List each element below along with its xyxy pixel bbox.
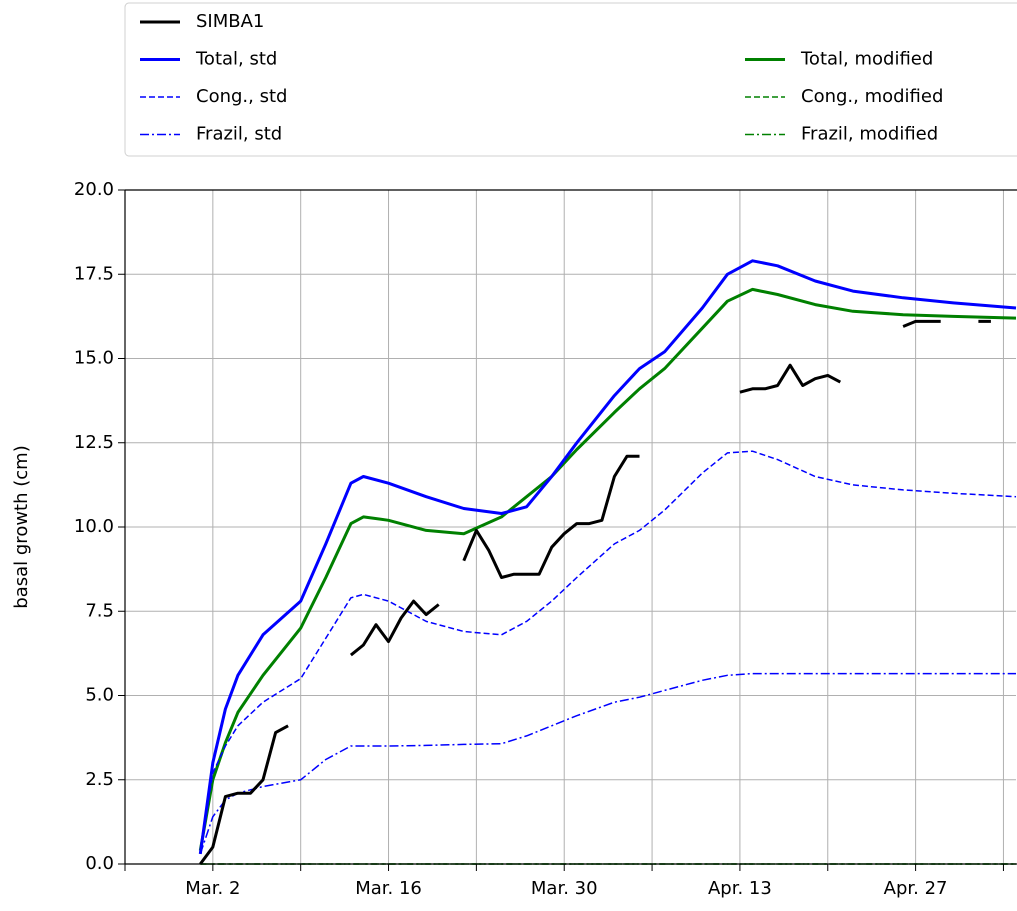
grid	[124, 189, 1016, 865]
plot-area	[198, 259, 1017, 865]
legend-label: Cong., std	[196, 86, 287, 107]
y-tick-label: 0.0	[85, 853, 114, 874]
x-tick-label: Mar. 30	[531, 878, 598, 899]
y-axis-label: basal growth (cm)	[11, 445, 32, 608]
legend-label: Total, modified	[800, 49, 933, 70]
x-tick-label: Mar. 2	[185, 878, 240, 899]
series-line	[199, 672, 1016, 855]
legend-label: Frazil, modified	[801, 124, 938, 145]
legend-label: Cong., modified	[801, 86, 943, 107]
series-line	[198, 259, 1017, 855]
y-tick-label: 10.0	[74, 516, 114, 537]
y-tick-label: 15.0	[74, 348, 114, 369]
series-line	[199, 450, 1017, 855]
legend-label: Frazil, std	[196, 124, 282, 145]
x-tick-label: Apr. 13	[708, 878, 772, 899]
y-tick-label: 2.5	[85, 769, 114, 790]
y-tick-label: 5.0	[85, 685, 114, 706]
legend-box	[124, 2, 1017, 157]
x-tick-label: Mar. 16	[355, 878, 422, 899]
x-tick-label: Apr. 27	[884, 878, 948, 899]
legend-label: Total, std	[195, 49, 277, 70]
series-line	[198, 287, 1017, 851]
y-tick-label: 20.0	[74, 179, 114, 200]
y-tick-label: 17.5	[74, 263, 114, 284]
axes	[118, 189, 1017, 871]
series-line	[199, 319, 991, 865]
y-tick-label: 7.5	[85, 600, 114, 621]
legend-label: SIMBA1	[196, 11, 264, 32]
legend: SIMBA1 Total, std Cong., std Frazil, std Tot…	[140, 11, 943, 145]
y-tick-label: 12.5	[74, 432, 114, 453]
